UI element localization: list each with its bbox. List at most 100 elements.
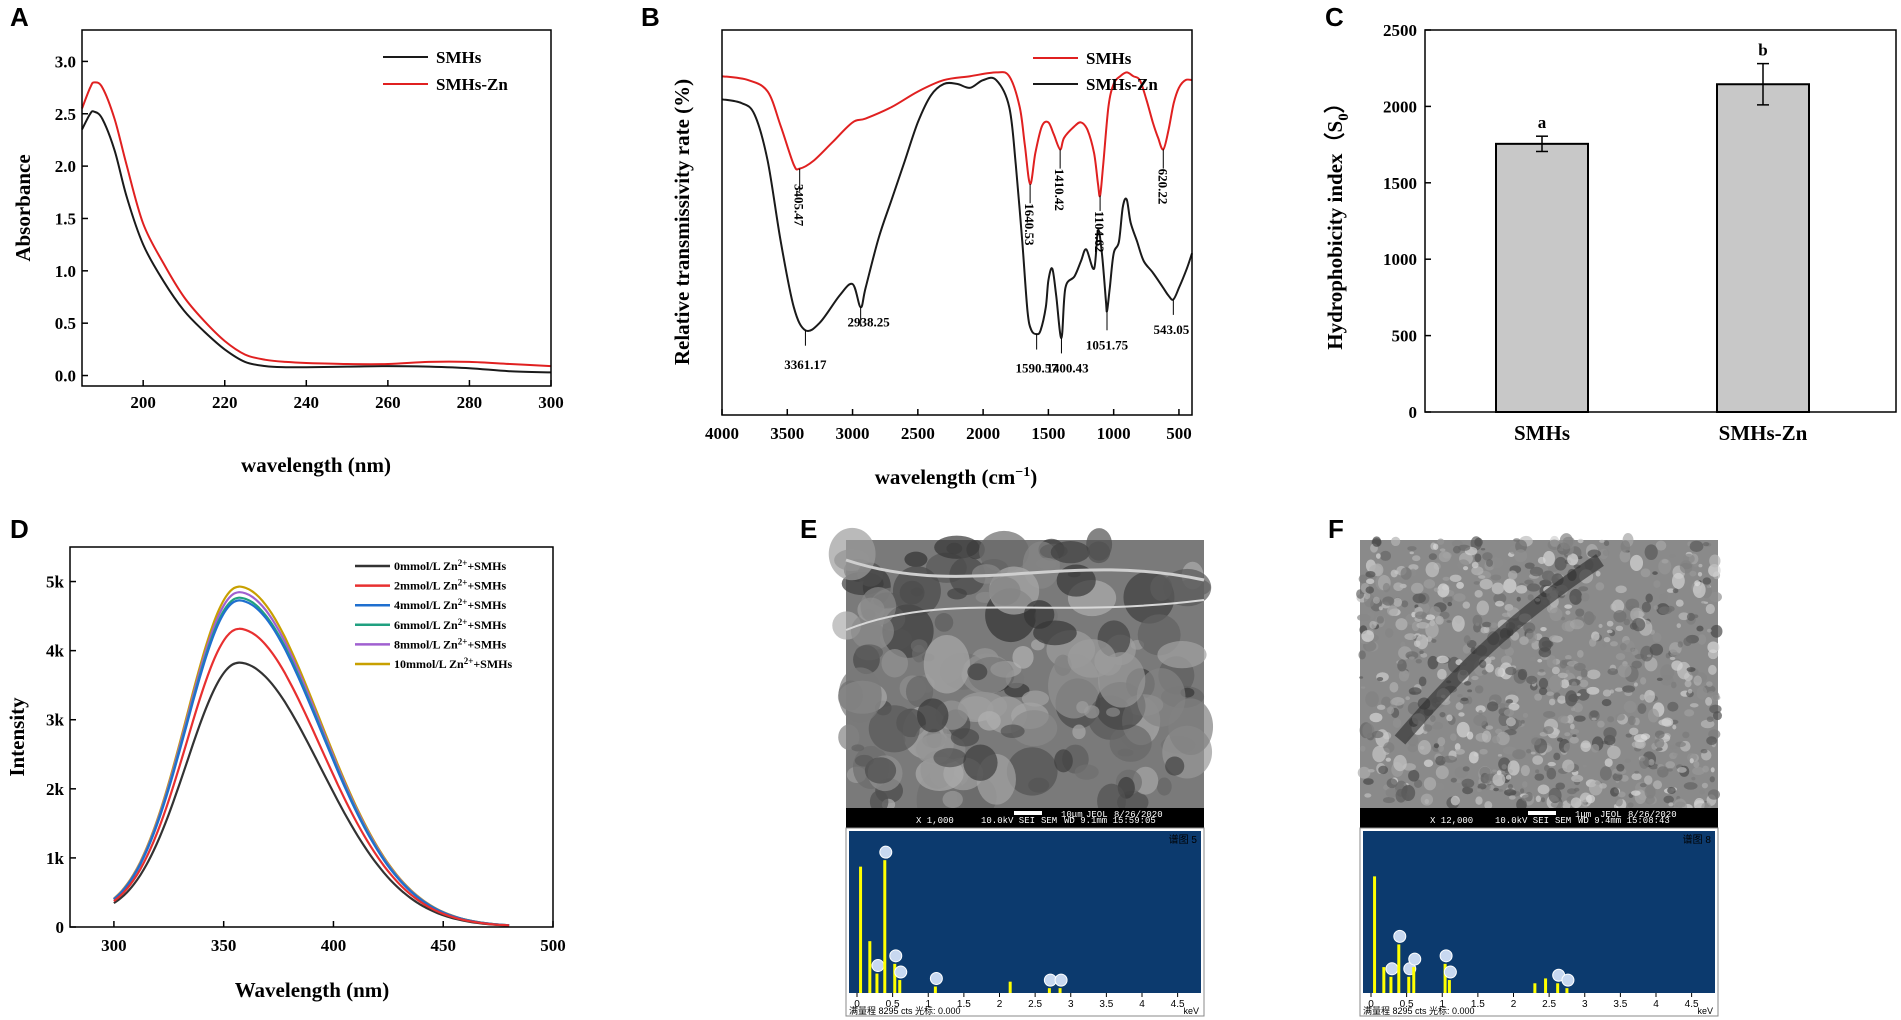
sem-texture (1474, 590, 1483, 598)
legend-label-sup: 2+ (458, 597, 468, 607)
sem-texture (1458, 544, 1471, 551)
sem-texture (1591, 717, 1597, 721)
x-tick-label: 300 (101, 936, 127, 955)
x-tick-label: 2500 (901, 424, 935, 443)
sem-texture (1405, 696, 1410, 701)
sem-texture (933, 748, 967, 768)
sem-texture (1572, 702, 1583, 713)
panel-c-y-axis-title: Hydrophobicity index（S0） (1323, 92, 1352, 349)
sem-texture (1689, 703, 1699, 708)
peak-label: 3361.17 (784, 357, 827, 372)
series-line (113, 661, 510, 927)
panel-a-x-axis-title: wavelength (nm) (241, 453, 391, 477)
edx-tick-label: 1 (925, 999, 931, 1010)
x-tick-label: 500 (540, 936, 566, 955)
sem-texture (1455, 779, 1462, 784)
panel-b-annotations: 3405.47 3361.17 2938.25 1640.53 1590.57 1410.… (784, 149, 1190, 376)
sem-texture (1507, 570, 1518, 580)
sem-texture (1686, 667, 1696, 672)
sem-texture (1712, 711, 1722, 721)
sem-texture (1587, 549, 1602, 558)
sem-texture (1692, 766, 1705, 776)
sem-texture (1699, 789, 1705, 795)
sem-texture (1514, 549, 1528, 563)
sem-texture (1691, 776, 1696, 781)
edx-footer-text: 满量程 8295 cts 光标: 0.000 (849, 1005, 961, 1016)
sem-texture (1640, 568, 1651, 578)
sem-texture (1663, 795, 1674, 804)
legend-label-text: 10mmol/L Zn (394, 657, 464, 671)
sem-texture (1571, 774, 1584, 783)
sem-texture (1604, 758, 1613, 768)
panel-d-letter: D (10, 514, 29, 544)
sem-brand: JEOL (1086, 810, 1108, 820)
sem-texture (1707, 789, 1721, 800)
sem-texture (1438, 744, 1445, 752)
sem-texture (950, 728, 980, 747)
sem-texture (1660, 664, 1675, 681)
sem-texture (1677, 641, 1683, 648)
sem-texture (934, 613, 954, 632)
sem-texture (1607, 745, 1621, 760)
sem-texture (1372, 596, 1380, 604)
sem-texture (1439, 711, 1446, 718)
sem-texture (1522, 712, 1529, 718)
sem-texture (1361, 630, 1375, 642)
sem-voltage: 10.0kV SEI (1495, 816, 1549, 826)
sem-texture (1381, 696, 1392, 708)
legend-label-text: 6mmol/L Zn (394, 618, 458, 632)
x-tick-label: 280 (457, 393, 483, 412)
sem-texture (1671, 681, 1677, 689)
y-tick-label: 2000 (1383, 97, 1417, 116)
sem-texture (1534, 693, 1543, 701)
sem-texture (1549, 607, 1563, 622)
sem-texture (1658, 606, 1673, 615)
sem-texture (1492, 769, 1497, 773)
sem-texture (1540, 627, 1547, 632)
edx-peak (875, 973, 879, 993)
sem-texture (1357, 613, 1371, 622)
sem-texture (1471, 675, 1479, 681)
sem-texture (1463, 681, 1472, 686)
sem-texture (1672, 588, 1679, 594)
sem-magnification: X 12,000 (1430, 816, 1473, 826)
x-tick-label: 4000 (705, 424, 739, 443)
sem-texture (1625, 733, 1633, 738)
series-line-smhs-zn (81, 81, 552, 368)
bar-smhs (1495, 142, 1589, 413)
sem-texture (1565, 669, 1570, 675)
sem-ridge (845, 599, 1205, 631)
sem-texture (1606, 629, 1613, 634)
sem-texture (1472, 614, 1483, 627)
sem-texture (1551, 666, 1560, 675)
legend-label-smhs: SMHs (436, 48, 482, 67)
sem-texture (1412, 593, 1426, 604)
sem-texture (1548, 675, 1562, 692)
sem-texture (1706, 681, 1713, 687)
edx-peak (1565, 988, 1569, 993)
sem-texture (1376, 676, 1384, 682)
edx-peak (1447, 980, 1451, 993)
peak-label: 1640.53 (1022, 203, 1037, 246)
sem-texture (1505, 717, 1516, 727)
sem-texture (1106, 707, 1121, 717)
sem-texture (1646, 654, 1652, 658)
sem-texture (1644, 544, 1658, 560)
sem-texture (864, 757, 897, 784)
panel-a-legend: SMHs SMHs-Zn (383, 48, 508, 94)
sem-texture (1458, 712, 1465, 717)
sem-texture (1519, 636, 1529, 645)
sem-texture (869, 790, 889, 814)
panel-d-y-axis-title: Intensity (5, 697, 29, 777)
sem-texture (917, 698, 949, 733)
edx-tick-label: 0.5 (1400, 999, 1414, 1010)
panel-b-x-axis-title: wavelength (cm−1) (875, 465, 1038, 489)
sem-texture (1606, 620, 1614, 627)
sem-texture (1423, 724, 1433, 732)
sem-texture (1683, 782, 1698, 790)
sem-texture (1067, 570, 1081, 578)
sem-texture (1682, 731, 1690, 739)
sem-texture (1505, 666, 1517, 676)
sem-texture (1705, 697, 1713, 706)
legend-label-text: +SMHs (467, 598, 506, 612)
